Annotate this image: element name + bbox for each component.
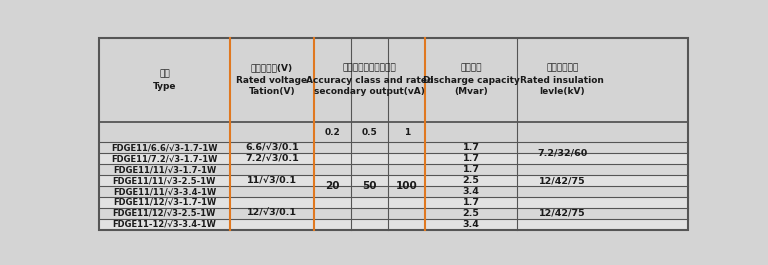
Bar [99, 175, 688, 186]
Bar [99, 186, 688, 197]
Text: FDGE11/11/√3-1.7-1W: FDGE11/11/√3-1.7-1W [113, 165, 216, 174]
Text: 100: 100 [396, 181, 418, 191]
Text: 11/√3/0.1: 11/√3/0.1 [247, 176, 297, 185]
Text: FDGE11-12/√3-3.4-1W: FDGE11-12/√3-3.4-1W [112, 220, 217, 229]
Bar [99, 219, 688, 230]
Text: FDGE11/7.2/√3-1.7-1W: FDGE11/7.2/√3-1.7-1W [111, 154, 217, 163]
Bar [99, 153, 688, 164]
Text: 准确级及额定二次输出
Accuracy class and rated
secondary output(vA): 准确级及额定二次输出 Accuracy class and rated seco… [306, 64, 433, 96]
Text: FDGE11/6.6/√3-1.7-1W: FDGE11/6.6/√3-1.7-1W [111, 143, 217, 152]
Text: FDGE11/11/√3-3.4-1W: FDGE11/11/√3-3.4-1W [113, 187, 216, 196]
Text: 12/42/75: 12/42/75 [539, 176, 586, 185]
Text: 1.7: 1.7 [462, 154, 479, 163]
Text: 放电容量
Discharge capacity
(Mvar): 放电容量 Discharge capacity (Mvar) [422, 64, 519, 96]
Text: 2.5: 2.5 [462, 209, 479, 218]
Bar [99, 208, 688, 219]
Bar [99, 143, 688, 153]
Text: FDGE11/12/√3-2.5-1W: FDGE11/12/√3-2.5-1W [113, 209, 216, 218]
Text: 3.4: 3.4 [462, 220, 479, 229]
Text: 1.7: 1.7 [462, 165, 479, 174]
Text: FDGE11/11/√3-2.5-1W: FDGE11/11/√3-2.5-1W [113, 176, 216, 185]
Text: 0.5: 0.5 [362, 128, 378, 137]
Text: 0.2: 0.2 [325, 128, 340, 137]
Bar [99, 38, 688, 122]
Bar [99, 164, 688, 175]
Text: 6.6/√3/0.1: 6.6/√3/0.1 [245, 143, 299, 152]
Text: 1.7: 1.7 [462, 198, 479, 207]
Text: 额定绝缘水平
Rated insulation
levle(kV): 额定绝缘水平 Rated insulation levle(kV) [521, 64, 604, 96]
Bar [99, 122, 688, 143]
Text: 12/√3/0.1: 12/√3/0.1 [247, 209, 297, 218]
Text: 7.2/√3/0.1: 7.2/√3/0.1 [245, 154, 299, 163]
Text: 3.4: 3.4 [462, 187, 479, 196]
Text: 12/42/75: 12/42/75 [539, 209, 586, 218]
Text: 1: 1 [404, 128, 410, 137]
Text: FDGE11/12/√3-1.7-1W: FDGE11/12/√3-1.7-1W [113, 198, 216, 207]
Text: 1.7: 1.7 [462, 143, 479, 152]
Text: 额定电压比(V)
Rated voltage
Tation(V): 额定电压比(V) Rated voltage Tation(V) [237, 64, 307, 96]
Bar [99, 197, 688, 208]
Text: 20: 20 [326, 181, 340, 191]
Text: 2.5: 2.5 [462, 176, 479, 185]
Text: 7.2/32/60: 7.2/32/60 [538, 149, 588, 158]
Text: 型号
Type: 型号 Type [153, 70, 176, 91]
Text: 50: 50 [362, 181, 377, 191]
